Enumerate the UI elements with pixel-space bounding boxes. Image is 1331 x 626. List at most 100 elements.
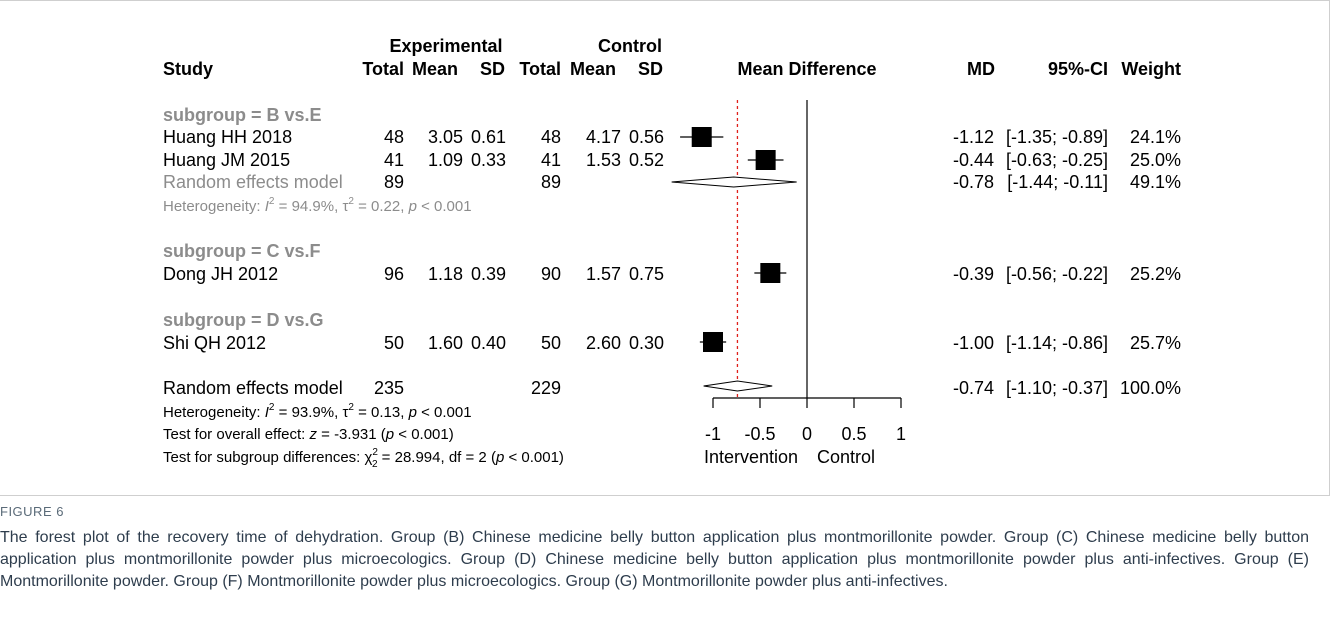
header-ctrl-total: Total (519, 59, 561, 79)
x-axis-ticks: -1 -0.5 0 0.5 1 (705, 398, 906, 444)
header-exp-mean: Mean (412, 59, 458, 79)
het-prefix: Heterogeneity: (163, 198, 265, 215)
exp-mean: 1.18 (428, 264, 463, 284)
md-value: -0.44 (953, 150, 994, 170)
effect-square (760, 263, 781, 283)
study-row-huang-jm: Huang JM 2015 41 1.09 0.33 41 1.53 0.52 … (163, 150, 1181, 170)
effect-z: = -3.931 ( (317, 426, 386, 443)
pooled-ctrl-total: 89 (541, 172, 561, 192)
exp-sd: 0.33 (471, 150, 506, 170)
pooled-label: Random effects model (163, 172, 343, 192)
overall-md: -0.74 (953, 378, 994, 398)
effect-square (755, 150, 776, 170)
ctrl-sd: 0.52 (629, 150, 664, 170)
exp-sd: 0.40 (471, 333, 506, 353)
overall-row: Random effects model 235 229 -0.74 [-1.1… (163, 378, 1181, 398)
exp-mean: 1.60 (428, 333, 463, 353)
het-tau2: = 0.22, (354, 198, 409, 215)
header-exp-sd: SD (480, 59, 505, 79)
exp-total: 48 (384, 127, 404, 147)
ctrl-sd: 0.30 (629, 333, 664, 353)
subgroup-label-1: subgroup = B vs.E (163, 105, 322, 125)
figure-caption: The forest plot of the recovery time of … (0, 529, 1309, 590)
het-p: < 0.001 (417, 198, 472, 215)
figure-frame (0, 0, 1330, 496)
ctrl-total: 50 (541, 333, 561, 353)
study-name: Huang JM 2015 (163, 150, 290, 170)
exp-mean: 3.05 (428, 127, 463, 147)
header-control: Control (598, 36, 662, 56)
header-ci: 95%-CI (1048, 59, 1108, 79)
het-i2: = 94.9%, (274, 198, 342, 215)
het-tau2: = 0.13, (354, 404, 409, 421)
x-label-intervention: Intervention (704, 447, 798, 467)
subgroup-label-2: subgroup = C vs.F (163, 241, 321, 261)
study-name: Huang HH 2018 (163, 127, 292, 147)
ci-value: [-1.35; -0.89] (1006, 127, 1108, 147)
exp-sd: 0.39 (471, 264, 506, 284)
exp-sd: 0.61 (471, 127, 506, 147)
overall-ctrl-total: 229 (531, 378, 561, 398)
diff-chi: = 28.994, df = 2 ( (378, 449, 496, 466)
pooled-ci: [-1.44; -0.11] (1007, 172, 1108, 192)
header-ctrl-mean: Mean (570, 59, 616, 79)
effect-square (703, 332, 723, 352)
diff-p: < 0.001) (504, 449, 564, 466)
ctrl-total: 41 (541, 150, 561, 170)
het-p: < 0.001 (417, 404, 472, 421)
ctrl-total: 90 (541, 264, 561, 284)
study-name: Shi QH 2012 (163, 333, 266, 353)
ctrl-mean: 4.17 (586, 127, 621, 147)
pooled-exp-total: 89 (384, 172, 404, 192)
header-md: MD (967, 59, 995, 79)
overall-effect-test: Test for overall effect: z = -3.931 (p <… (163, 426, 454, 443)
ci-value: [-0.56; -0.22] (1006, 264, 1108, 284)
x-tick-label: -1 (705, 424, 721, 444)
ctrl-sd: 0.75 (629, 264, 664, 284)
study-row-huang-hh: Huang HH 2018 48 3.05 0.61 48 4.17 0.56 … (163, 127, 1181, 147)
effect-prefix: Test for overall effect: (163, 426, 309, 443)
header-study: Study (163, 59, 213, 79)
ctrl-mean: 2.60 (586, 333, 621, 353)
diff-prefix: Test for subgroup differences: (163, 449, 365, 466)
weight-value: 25.2% (1130, 264, 1181, 284)
x-tick-label: 0.5 (841, 424, 866, 444)
study-row-shi-qh: Shi QH 2012 50 1.60 0.40 50 2.60 0.30 -1… (163, 333, 1181, 353)
header-mean-difference: Mean Difference (737, 59, 876, 79)
overall-weight: 100.0% (1120, 378, 1181, 398)
x-tick-label: 1 (896, 424, 906, 444)
subgroup-difference-test: Test for subgroup differences: χ2 2 = 28.… (163, 447, 564, 470)
pooled-md: -0.78 (953, 172, 994, 192)
exp-total: 96 (384, 264, 404, 284)
forest-marks (671, 127, 797, 392)
het-i2: = 93.9%, (274, 404, 342, 421)
weight-value: 25.0% (1130, 150, 1181, 170)
exp-mean: 1.09 (428, 150, 463, 170)
ctrl-total: 48 (541, 127, 561, 147)
forest-plot: Experimental Control Study Total Mean SD… (163, 36, 1181, 470)
x-tick-label: 0 (802, 424, 812, 444)
pooled-weight: 49.1% (1130, 172, 1181, 192)
ctrl-mean: 1.57 (586, 264, 621, 284)
weight-value: 25.7% (1130, 333, 1181, 353)
subgroup-pooled-row: Random effects model 89 89 -0.78 [-1.44;… (163, 172, 1181, 192)
header-weight: Weight (1121, 59, 1181, 79)
overall-ci: [-1.10; -0.37] (1006, 378, 1108, 398)
effect-square (691, 127, 712, 147)
ctrl-mean: 1.53 (586, 150, 621, 170)
subgroup-label-3: subgroup = D vs.G (163, 310, 324, 330)
md-value: -1.12 (953, 127, 994, 147)
subgroup-diamond (671, 176, 797, 188)
overall-diamond (703, 380, 773, 392)
md-value: -0.39 (953, 264, 994, 284)
md-value: -1.00 (953, 333, 994, 353)
x-tick-label: -0.5 (744, 424, 775, 444)
header-ctrl-sd: SD (638, 59, 663, 79)
study-row-dong-jh: Dong JH 2012 96 1.18 0.39 90 1.57 0.75 -… (163, 264, 1181, 284)
het-prefix: Heterogeneity: (163, 404, 265, 421)
header-experimental: Experimental (389, 36, 502, 56)
exp-total: 41 (384, 150, 404, 170)
ci-value: [-0.63; -0.25] (1006, 150, 1108, 170)
ctrl-sd: 0.56 (629, 127, 664, 147)
subgroup-heterogeneity: Heterogeneity: I2 = 94.9%, τ2 = 0.22, p … (163, 196, 472, 215)
